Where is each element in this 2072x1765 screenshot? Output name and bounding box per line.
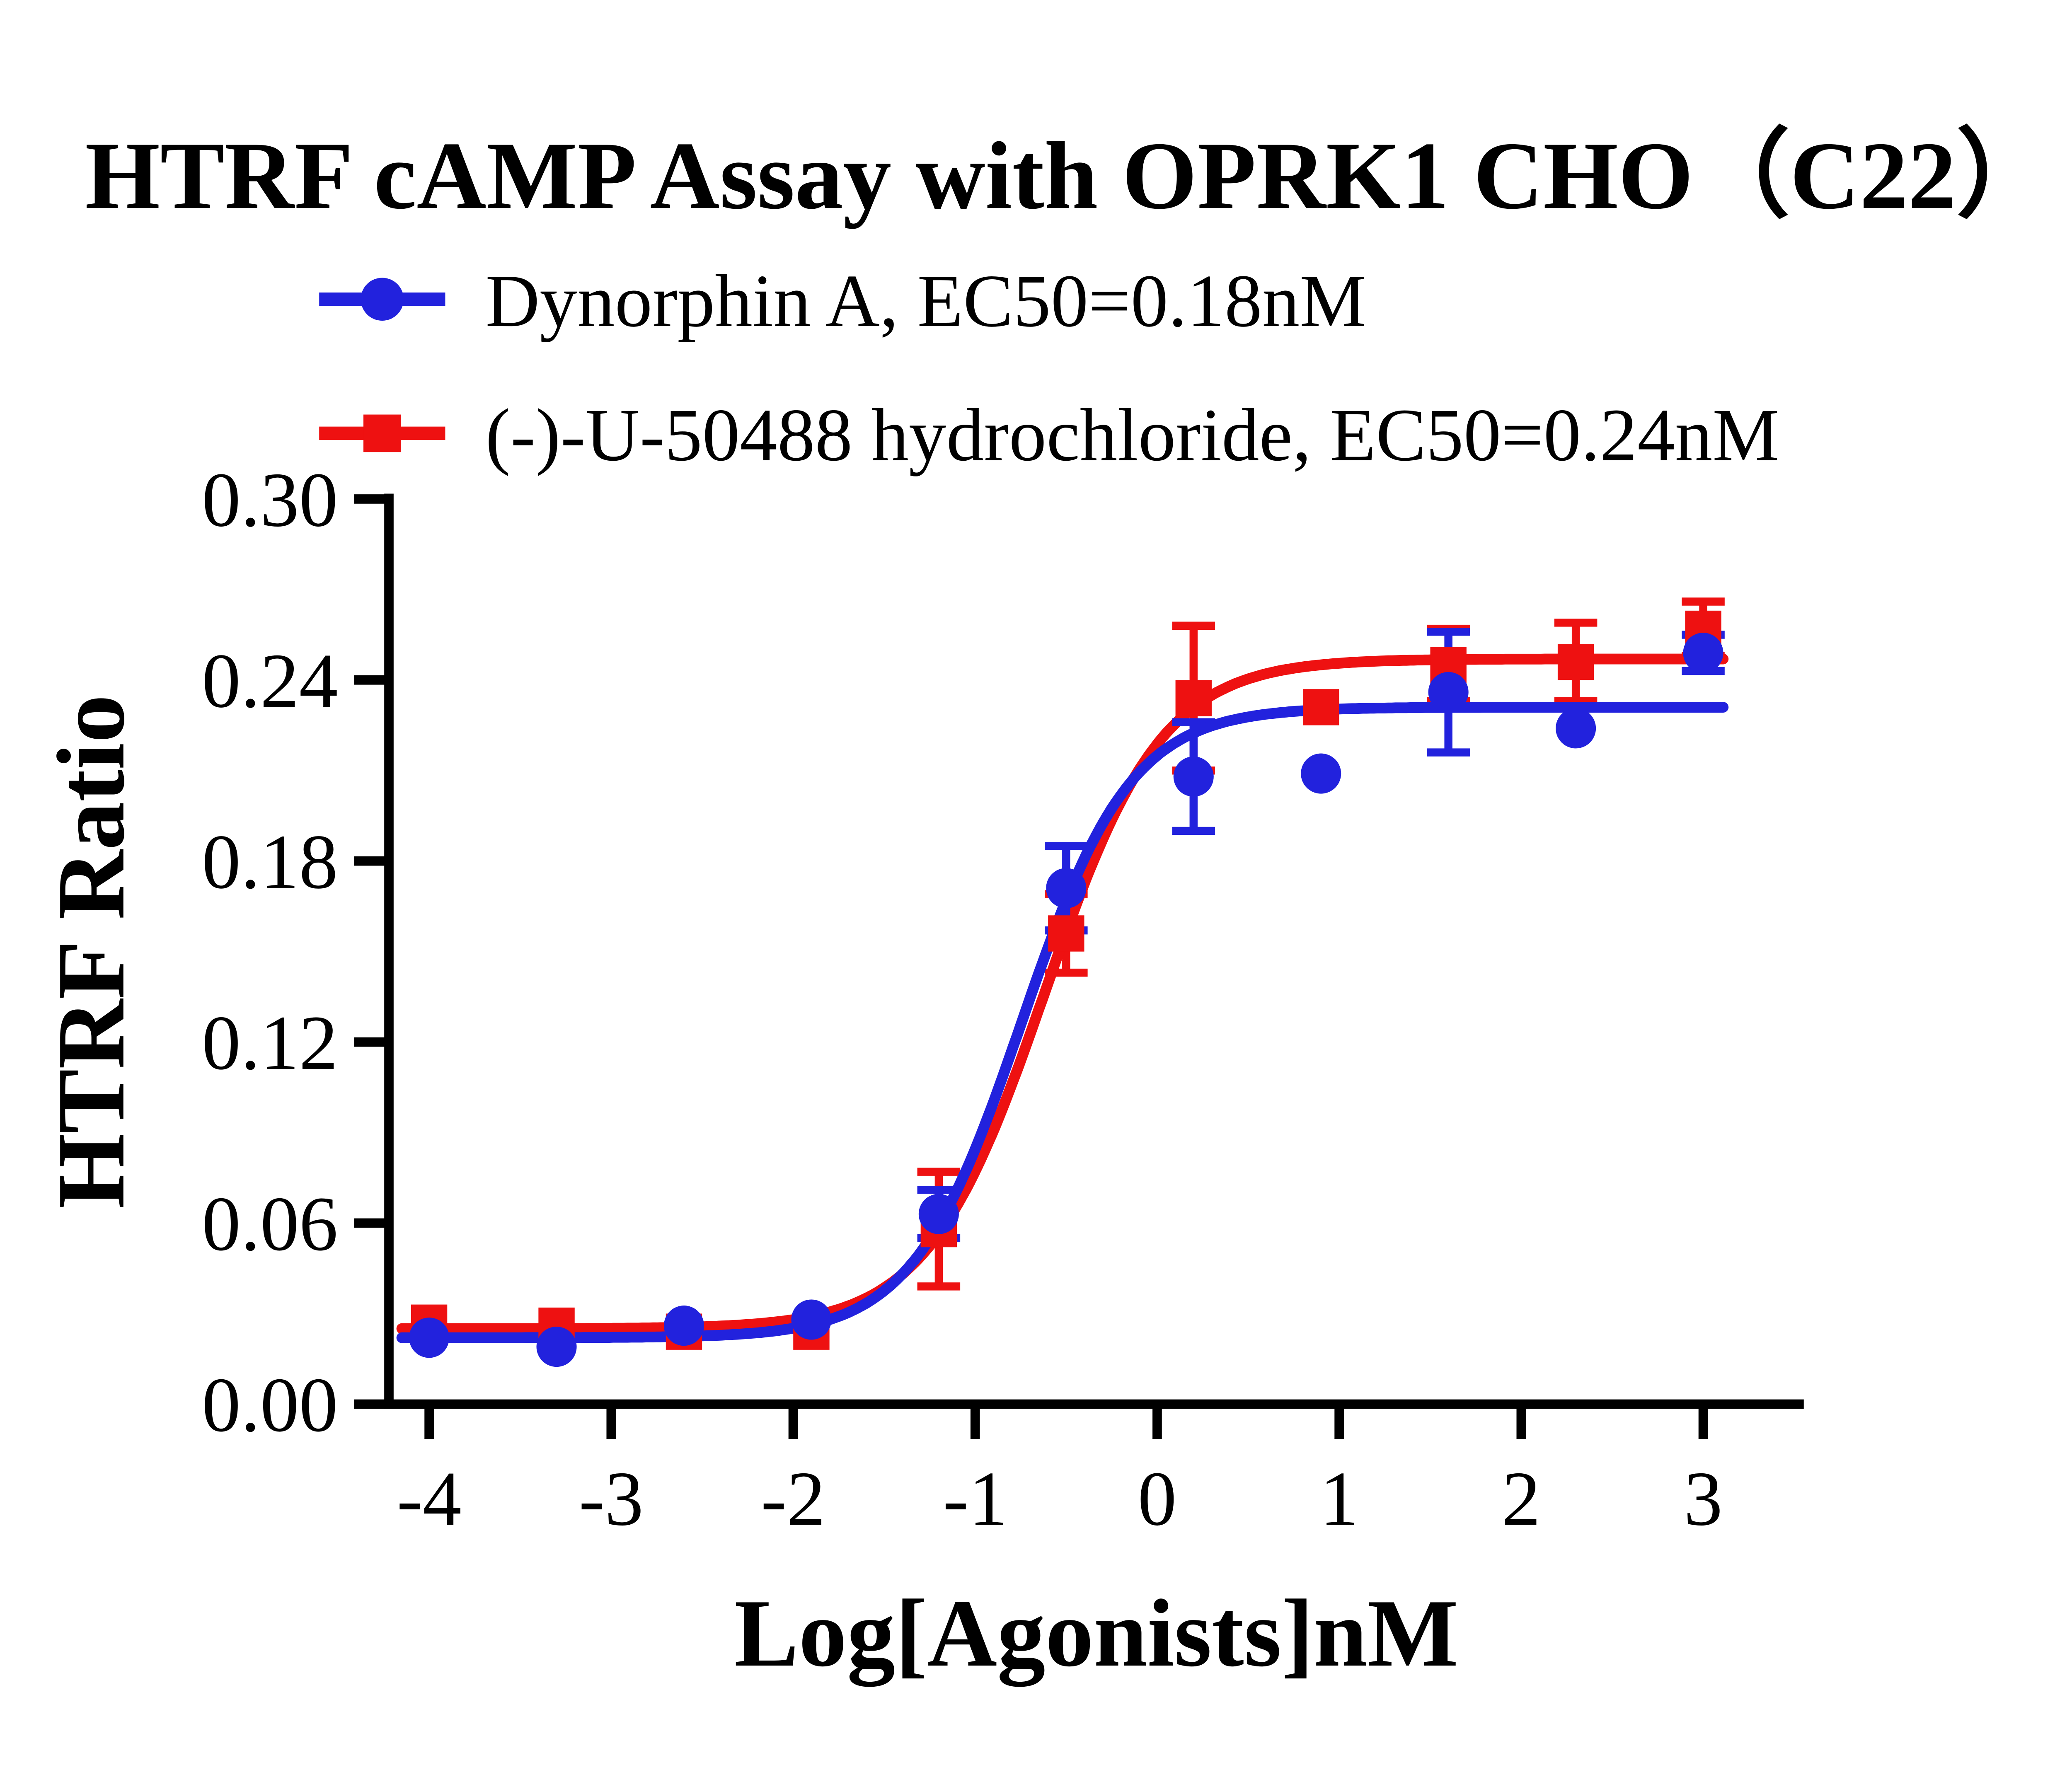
data-point — [791, 1299, 832, 1340]
series-dynorphin-a — [396, 628, 1729, 1343]
legend: Dynorphin A, EC50=0.18nM (-)-U-50488 hyd… — [319, 260, 1779, 477]
data-point — [409, 1318, 450, 1358]
data-point — [1683, 633, 1723, 673]
legend-marker-square-icon — [363, 414, 401, 452]
y-tick-label: 0.06 — [202, 1181, 338, 1267]
y-tick-label: 0.30 — [202, 457, 338, 543]
fit-curve-u50488 — [396, 653, 1729, 1334]
y-tick-label: 0.18 — [202, 819, 338, 905]
fit-curve-dynorphin-a — [396, 702, 1729, 1343]
x-tick-label: 3 — [1684, 1456, 1723, 1542]
markers-dynorphin-a — [409, 633, 1723, 1367]
x-tick-label: 2 — [1502, 1456, 1541, 1542]
legend-marker-circle-icon — [361, 278, 404, 321]
y-axis-title: HTRF Ratio — [38, 694, 145, 1208]
legend-label-u50488: (-)-U-50488 hydrochloride, EC50=0.24nM — [486, 394, 1779, 477]
data-point — [1556, 708, 1596, 749]
markers-u50488 — [411, 610, 1721, 1350]
plot-area: -4 -3 -2 -1 0 1 2 3 0.00 0.06 0.12 0.18 0.24 0.30 Log[… — [38, 457, 1804, 1687]
y-tick-label: 0.12 — [202, 1000, 338, 1086]
x-tick-label: 0 — [1138, 1456, 1176, 1542]
legend-item-dynorphin: Dynorphin A, EC50=0.18nM — [319, 260, 1366, 343]
data-point — [1175, 680, 1212, 716]
x-tick-label: -1 — [943, 1456, 1007, 1542]
chart-title: HTRF cAMP Assay with OPRK1 CHO（C22） — [85, 122, 2053, 229]
y-tick-label: 0.24 — [202, 638, 338, 724]
x-tick-label: -3 — [579, 1456, 644, 1542]
axes — [354, 493, 1804, 1439]
data-point — [1557, 643, 1594, 680]
data-point — [663, 1306, 704, 1346]
x-tick-label: 1 — [1320, 1456, 1359, 1542]
data-point — [1046, 868, 1087, 909]
x-tick-label: -2 — [761, 1456, 825, 1542]
data-point — [536, 1327, 577, 1367]
x-tick-label: -4 — [397, 1456, 461, 1542]
data-point — [1301, 753, 1341, 794]
data-point — [1428, 672, 1469, 712]
legend-item-u50488: (-)-U-50488 hydrochloride, EC50=0.24nM — [319, 394, 1779, 477]
tick-labels: -4 -3 -2 -1 0 1 2 3 0.00 0.06 0.12 0.18 0.24 0.30 — [202, 457, 1723, 1542]
y-tick-label: 0.00 — [202, 1362, 338, 1448]
x-axis-title: Log[Agonists]nM — [734, 1580, 1459, 1687]
data-point — [918, 1194, 959, 1234]
legend-label-dynorphin: Dynorphin A, EC50=0.18nM — [486, 260, 1367, 343]
data-point — [1303, 689, 1339, 725]
data-point — [1048, 915, 1084, 952]
data-point — [1173, 756, 1214, 797]
